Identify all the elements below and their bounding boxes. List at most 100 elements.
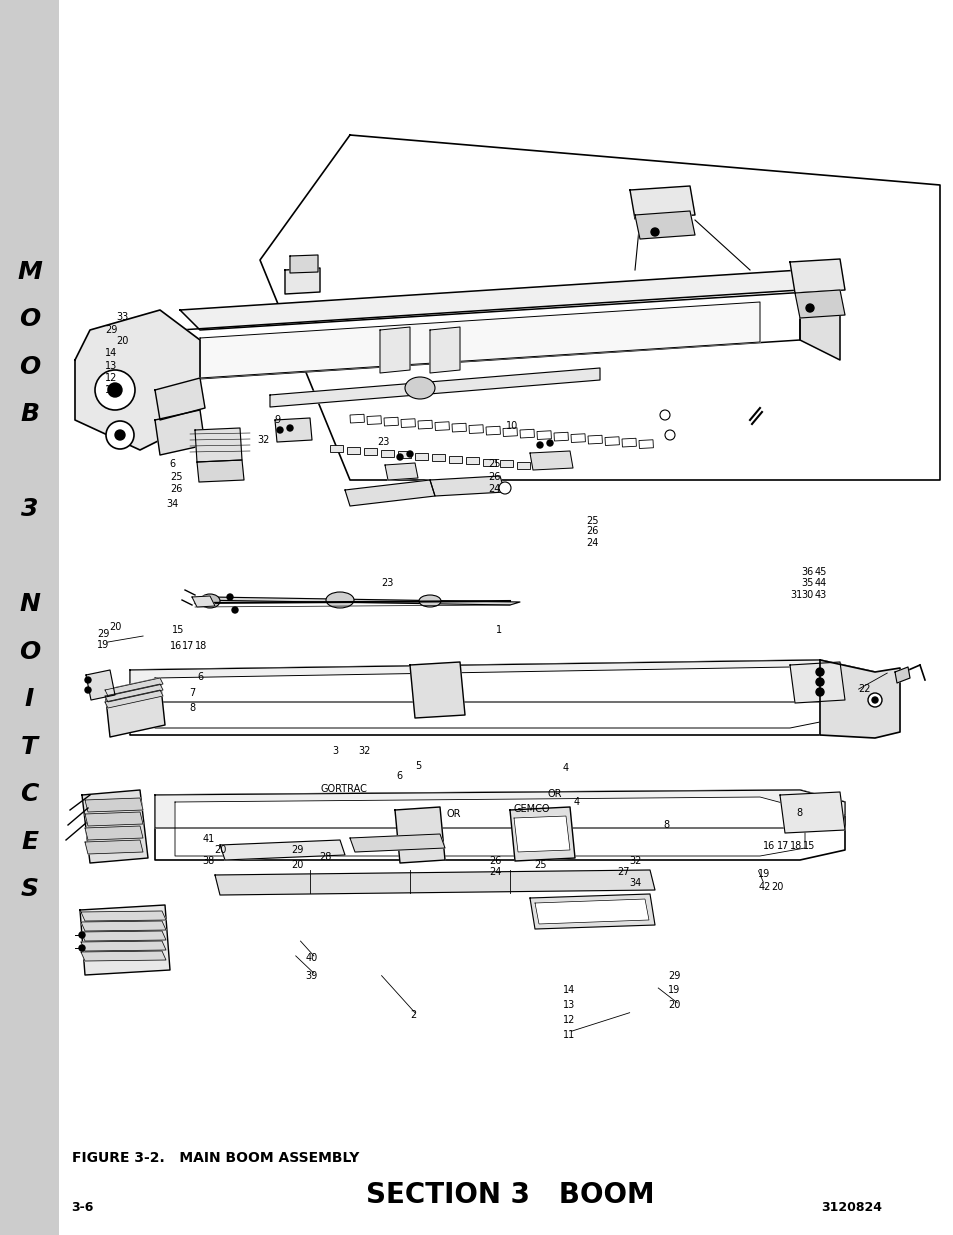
Text: 26: 26 [585,526,598,536]
Text: O: O [19,308,40,331]
Polygon shape [194,429,242,462]
Text: 31: 31 [789,590,801,600]
Polygon shape [200,303,760,378]
Text: GORTRAC: GORTRAC [320,784,367,794]
Text: 29: 29 [667,971,679,981]
Text: 5: 5 [415,761,421,771]
Circle shape [85,687,91,693]
Text: M: M [17,259,42,284]
Circle shape [115,430,125,440]
Bar [517,462,530,468]
Polygon shape [81,951,166,961]
Circle shape [85,677,91,683]
Text: 14: 14 [105,348,117,358]
Circle shape [815,688,823,697]
Text: 20: 20 [116,336,129,346]
Text: 38: 38 [202,856,214,866]
Circle shape [227,594,233,600]
Circle shape [498,482,511,494]
Text: 20: 20 [667,1000,679,1010]
Text: 15: 15 [172,625,184,635]
Polygon shape [290,254,317,273]
Text: 24: 24 [489,867,501,877]
Polygon shape [220,840,345,860]
Text: 45: 45 [814,567,826,577]
Circle shape [659,410,669,420]
Text: 41: 41 [202,834,214,844]
Polygon shape [174,797,804,856]
Bar [364,448,376,454]
Text: 42: 42 [758,882,770,892]
Text: 25: 25 [585,516,598,526]
Polygon shape [410,662,464,718]
Polygon shape [214,869,655,895]
Bar [380,450,394,457]
Text: 19: 19 [667,986,679,995]
Text: N: N [19,593,40,616]
Polygon shape [75,310,200,450]
Polygon shape [530,894,655,929]
Polygon shape [789,259,844,293]
Polygon shape [80,905,170,974]
Text: 29: 29 [97,629,110,638]
Polygon shape [105,690,163,708]
Text: 35: 35 [801,578,813,588]
Text: 11: 11 [562,1030,575,1040]
Bar [432,454,444,461]
Polygon shape [105,684,163,701]
Text: 28: 28 [319,852,332,862]
Text: 13: 13 [105,361,117,370]
Text: 15: 15 [802,841,815,851]
Bar [519,430,534,438]
Polygon shape [260,135,939,480]
Bar [502,427,517,436]
Polygon shape [379,327,410,373]
Text: 3: 3 [21,498,38,521]
Polygon shape [86,671,115,700]
Text: 9: 9 [274,415,280,425]
Text: 30: 30 [801,590,813,600]
Text: 4: 4 [573,797,578,806]
Bar [621,438,636,447]
Circle shape [95,370,135,410]
Polygon shape [81,931,166,941]
Text: 4: 4 [562,763,568,773]
Bar [469,425,483,433]
Text: 13: 13 [562,1000,575,1010]
Circle shape [815,668,823,676]
Text: 22: 22 [858,684,870,694]
Text: 6: 6 [396,771,402,781]
Text: 40: 40 [305,953,317,963]
Polygon shape [130,659,874,735]
Text: 8: 8 [189,703,194,713]
Bar [417,420,432,429]
Polygon shape [789,662,844,703]
Bar [400,419,415,427]
Polygon shape [629,186,695,219]
Text: 16: 16 [762,841,775,851]
Circle shape [79,945,85,951]
Polygon shape [780,792,844,832]
Text: 3: 3 [332,746,337,756]
Bar [452,424,466,432]
Text: 32: 32 [358,746,371,756]
Polygon shape [154,378,205,420]
Text: GEMCO: GEMCO [513,804,549,814]
Text: 18: 18 [789,841,801,851]
Polygon shape [535,899,648,924]
Text: 44: 44 [814,578,826,588]
Text: 20: 20 [214,845,227,855]
Polygon shape [81,921,166,931]
Polygon shape [530,451,573,471]
Polygon shape [130,659,874,701]
Text: 2: 2 [410,1010,416,1020]
Polygon shape [192,597,214,606]
Text: 34: 34 [629,878,641,888]
Ellipse shape [405,377,435,399]
Polygon shape [105,678,163,697]
Text: 25: 25 [488,459,500,469]
Polygon shape [154,410,205,454]
Text: 3-6: 3-6 [71,1202,93,1214]
Polygon shape [180,270,840,330]
Circle shape [650,228,659,236]
